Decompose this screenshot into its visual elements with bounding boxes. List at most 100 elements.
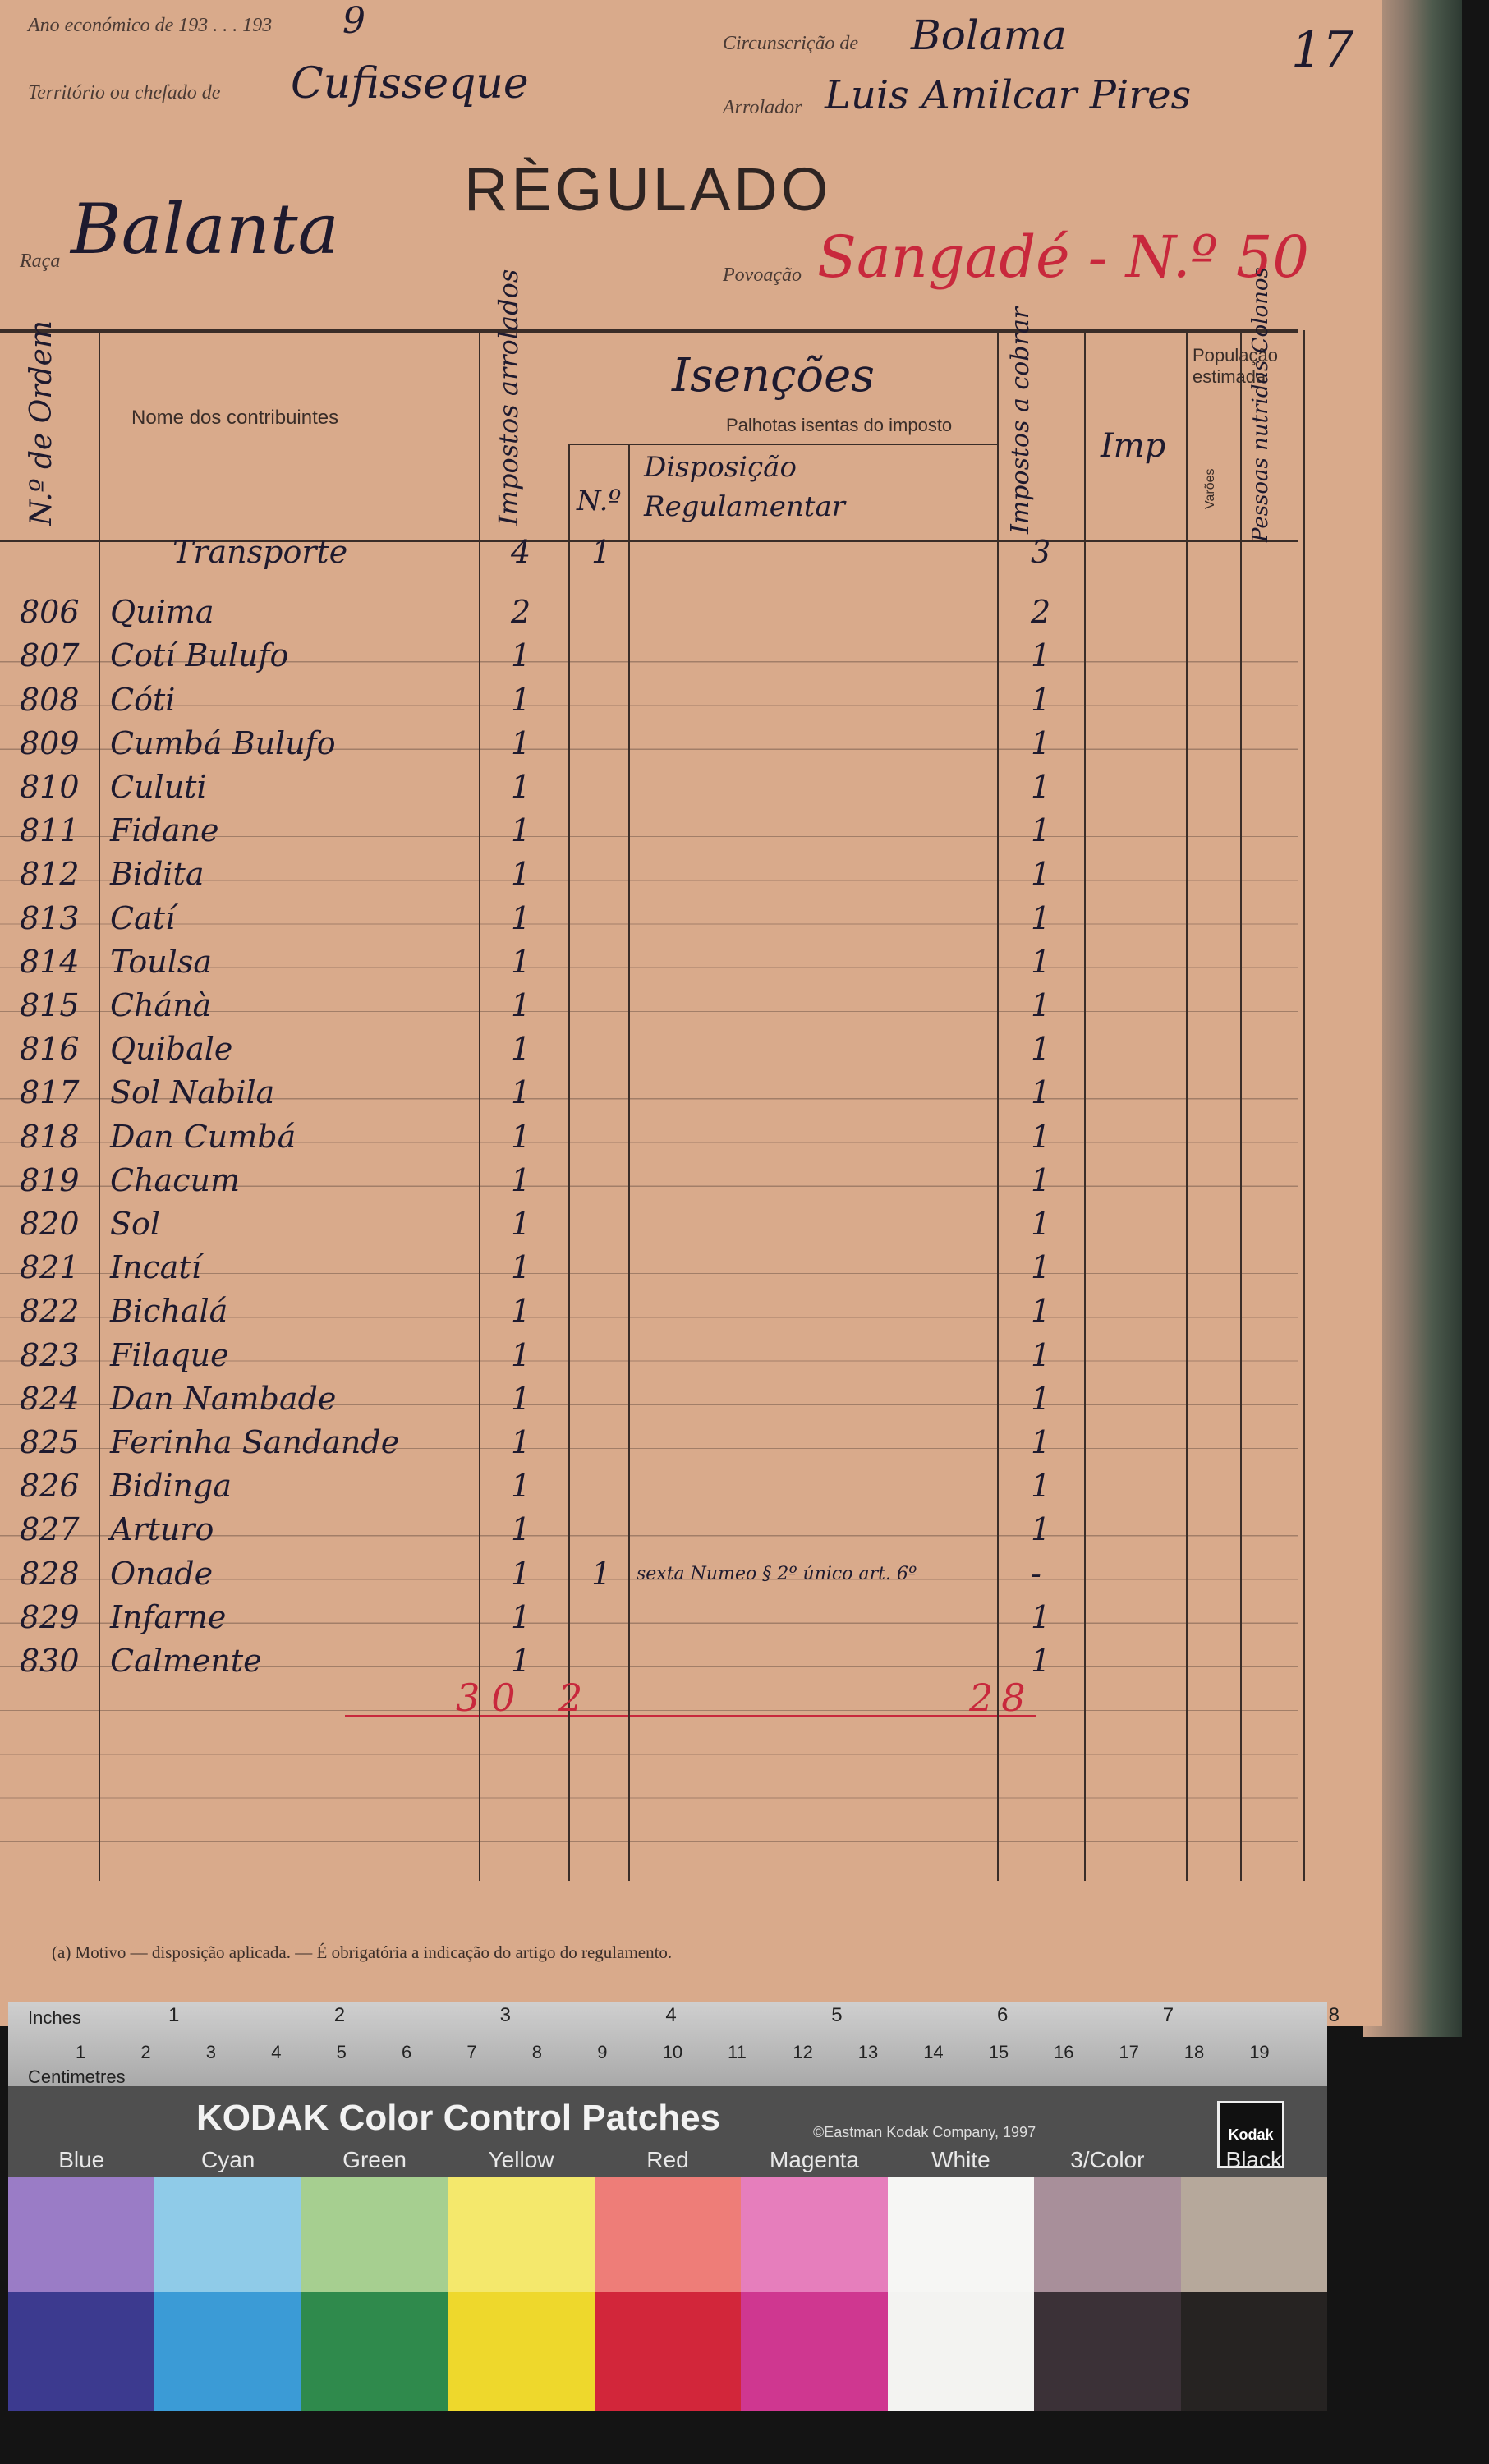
column-rule xyxy=(99,330,100,1881)
taxes-listed: 1 xyxy=(511,1598,531,1635)
cm-tick: 3 xyxy=(205,2042,217,2062)
inch-tick: 1 xyxy=(168,2004,180,2026)
col-exempt-huts: Palhotas isentas do imposto xyxy=(726,415,953,435)
contributor-name: Sol xyxy=(110,1206,161,1242)
order-number: 824 xyxy=(20,1380,80,1417)
order-number: 807 xyxy=(20,637,80,674)
cm-tick: 1 xyxy=(76,2042,86,2062)
total-to-collect: 28 xyxy=(969,1676,1034,1720)
cm-tick: 5 xyxy=(336,2042,347,2062)
patch-dark xyxy=(1180,2292,1327,2411)
order-number: 825 xyxy=(20,1424,80,1460)
taxes-listed: 1 xyxy=(511,856,531,893)
col-exempt-number: N.º xyxy=(577,485,622,517)
taxes-to-collect: 1 xyxy=(1031,1598,1051,1635)
order-number: 826 xyxy=(20,1468,80,1505)
col-exemptions: Isenções xyxy=(672,349,875,402)
cm-tick: 7 xyxy=(466,2042,477,2062)
patch-light xyxy=(8,2177,155,2292)
taxes-listed: 1 xyxy=(511,769,531,805)
column-rule xyxy=(568,444,570,1881)
territory-value: Cufisseque xyxy=(291,59,529,108)
column-rule xyxy=(997,330,999,1881)
order-number: 820 xyxy=(20,1206,80,1242)
order-number: 823 xyxy=(20,1336,80,1373)
patch-light xyxy=(1034,2177,1181,2292)
patch-dark xyxy=(8,2292,155,2411)
fiscal-year-value: 9 xyxy=(342,0,365,42)
contributor-name: Cotí Bulufo xyxy=(110,637,289,674)
col-population: População estimada xyxy=(1193,345,1278,387)
contributor-name: Catí xyxy=(110,899,176,936)
taxes-listed: 1 xyxy=(511,987,531,1023)
order-number: 821 xyxy=(20,1249,80,1286)
col-males: Varões xyxy=(1203,468,1217,509)
taxes-to-collect: 1 xyxy=(1031,1424,1051,1460)
ruled-rows xyxy=(0,575,1298,1881)
cm-tick: 4 xyxy=(271,2042,282,2062)
header-rule xyxy=(0,329,1298,333)
territory-label: Território ou chefado de xyxy=(28,82,221,103)
col-to-collect: Impostos a cobrar xyxy=(1006,306,1035,534)
cm-tick: 2 xyxy=(140,2042,151,2062)
exempt-number: 1 xyxy=(591,1555,612,1592)
patch-dark xyxy=(741,2292,888,2411)
order-number: 828 xyxy=(20,1555,80,1592)
order-number: 812 xyxy=(20,856,80,893)
taxes-to-collect: 1 xyxy=(1031,1206,1051,1242)
footnote: (a) Motivo — disposição aplicada. — É ob… xyxy=(52,1942,673,1962)
order-number: 817 xyxy=(20,1074,80,1111)
patch-label: White xyxy=(931,2147,990,2172)
patch-light xyxy=(741,2177,888,2292)
patch-label: Magenta xyxy=(769,2147,859,2172)
patch-dark xyxy=(594,2292,742,2411)
taxes-listed: 1 xyxy=(511,1031,531,1068)
inches-label: Inches xyxy=(28,2007,81,2028)
cm-tick: 17 xyxy=(1119,2042,1139,2062)
total-taxes-listed: 30 xyxy=(456,1676,527,1720)
contributor-name: Sol Nabila xyxy=(110,1074,275,1111)
contributor-name: Onade xyxy=(110,1555,214,1592)
contributor-name: Dan Nambade xyxy=(110,1380,337,1417)
inch-tick: 2 xyxy=(333,2004,346,2026)
patch-label: Blue xyxy=(58,2147,105,2172)
cm-tick: 6 xyxy=(402,2042,412,2062)
patch-light xyxy=(887,2177,1035,2292)
taxes-to-collect: 1 xyxy=(1031,1380,1051,1417)
taxes-listed: 1 xyxy=(511,1074,531,1111)
enumerator-value: Luis Amilcar Pires xyxy=(825,72,1192,118)
taxes-to-collect: 1 xyxy=(1031,1511,1051,1548)
column-rule xyxy=(628,444,630,1881)
taxes-listed: 1 xyxy=(511,899,531,936)
color-card: Inches 1 2 3 4 5 6 7 8 Centimetres 1 2 3 4 5 6 7 8 9 10 11 12… xyxy=(8,2002,1340,2411)
taxes-to-collect: 1 xyxy=(1031,724,1051,761)
order-number: 830 xyxy=(20,1643,80,1679)
taxes-listed: 1 xyxy=(511,681,531,718)
taxes-listed: 1 xyxy=(511,1555,531,1592)
patch-dark xyxy=(887,2292,1035,2411)
patch-label: Green xyxy=(342,2147,407,2172)
taxes-to-collect: 1 xyxy=(1031,1293,1051,1330)
taxes-to-collect: 1 xyxy=(1031,1074,1051,1111)
cm-tick: 10 xyxy=(662,2042,683,2062)
taxes-listed: 1 xyxy=(511,1293,531,1330)
contributor-name: Ferinha Sandande xyxy=(110,1424,400,1460)
taxes-to-collect: 1 xyxy=(1031,899,1051,936)
taxes-listed: 2 xyxy=(511,594,531,631)
taxes-listed: 1 xyxy=(511,1380,531,1417)
patch-light xyxy=(448,2177,595,2292)
order-number: 827 xyxy=(20,1511,80,1548)
order-number: 809 xyxy=(20,724,80,761)
race-label: Raça xyxy=(20,251,61,272)
contributor-name: Quima xyxy=(110,594,214,631)
header-bottom-rule xyxy=(0,540,1298,542)
taxes-to-collect: 1 xyxy=(1031,637,1051,674)
fiscal-year-label: Ano económico de 193 . . . 193 xyxy=(28,15,273,36)
ruler xyxy=(8,2002,1327,2086)
col-order: N.º de Ordem xyxy=(25,319,58,526)
contributor-name: Infarne xyxy=(110,1598,227,1635)
order-number: 819 xyxy=(20,1161,80,1198)
taxes-listed: 1 xyxy=(511,637,531,674)
contributor-name: Chánà xyxy=(110,987,212,1023)
